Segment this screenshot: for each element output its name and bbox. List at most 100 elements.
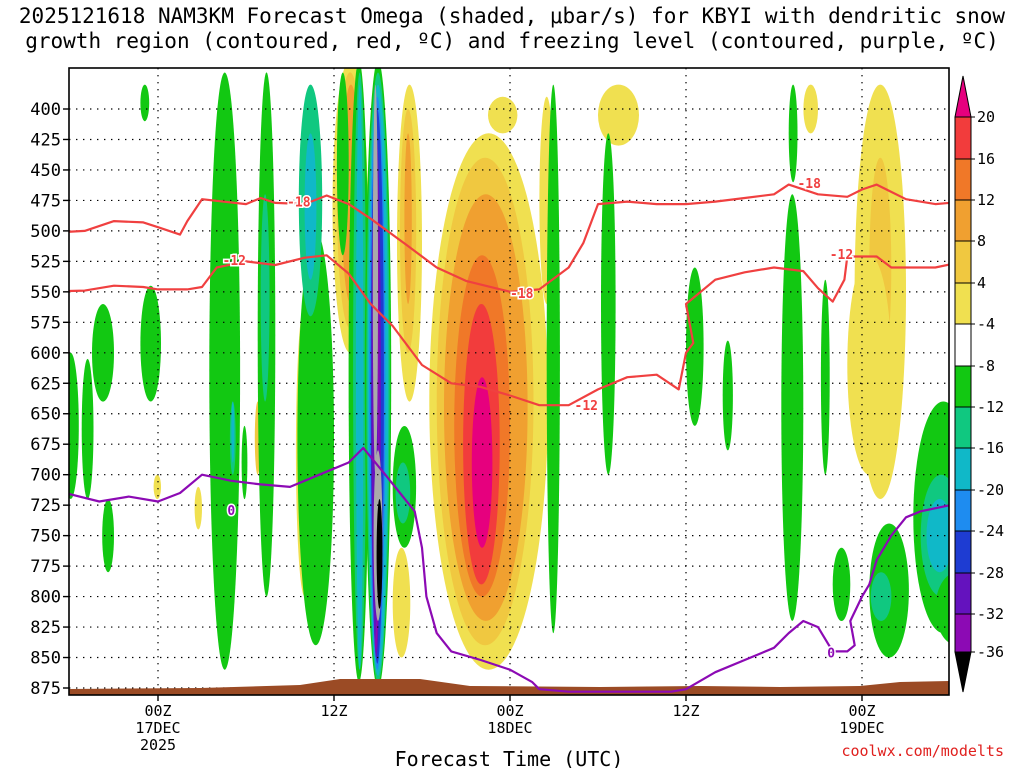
contour-label: -18 <box>287 195 311 210</box>
colorbar: 20 16 12 8 4 -4 -8 -12 -16 -20 -24 -28 -32 -36 <box>954 75 1004 693</box>
contour-label: 0 <box>827 646 835 661</box>
colorbar-bin <box>954 199 972 242</box>
colorbar-label: -16 <box>977 439 1004 457</box>
colorbar-label: -12 <box>977 398 1004 416</box>
colorbar-label: 4 <box>977 274 986 292</box>
omega-shade <box>376 499 383 609</box>
contour-label: -18 <box>510 287 534 302</box>
colorbar-bin <box>954 158 972 201</box>
y-tick-label: 400 <box>30 100 61 120</box>
omega-shade <box>392 547 411 658</box>
colorbar-label: -32 <box>977 605 1004 623</box>
y-tick-label: 800 <box>30 588 61 608</box>
y-tick-label: 700 <box>30 466 61 486</box>
omega-shade <box>260 194 270 402</box>
y-tick-label: 675 <box>30 435 61 455</box>
colorbar-bin <box>954 572 972 615</box>
plot-frame <box>68 67 950 696</box>
y-tick-label: 625 <box>30 374 61 394</box>
colorbar-bin <box>954 282 972 325</box>
omega-shade <box>92 304 114 402</box>
colorbar-label: -36 <box>977 643 1004 661</box>
chart-title-line2: growth region (contoured, red, ºC) and f… <box>25 29 999 53</box>
omega-shading-layer <box>69 68 949 688</box>
y-tick-label: 875 <box>30 679 61 699</box>
y-tick-label: 750 <box>30 527 61 547</box>
colorbar-label: -28 <box>977 564 1004 582</box>
omega-shade <box>209 72 241 670</box>
colorbar-label: 16 <box>977 150 995 168</box>
omega-shade <box>81 358 94 500</box>
omega-shade <box>69 352 79 499</box>
omega-shade <box>395 462 411 524</box>
omega-shade <box>471 377 493 548</box>
x-tick-label: 19DEC <box>839 719 884 737</box>
y-tick-label: 575 <box>30 313 61 333</box>
x-tick-label: 17DEC <box>135 719 180 737</box>
contour--12c-dendritic-bottom <box>69 254 949 407</box>
colorbar-bin <box>954 240 972 284</box>
contour-label: 0 <box>227 504 235 519</box>
contour-label: -12 <box>830 248 853 263</box>
y-tick-label: 550 <box>30 283 61 303</box>
contour-0c-freezing-level <box>69 446 949 693</box>
x-tick-label: 00Z <box>848 702 875 720</box>
y-tick-label: 425 <box>30 130 61 150</box>
omega-shade <box>336 72 349 256</box>
contour-layer: -18 -12 -18 -12 -18 -12 0 0 <box>69 176 949 693</box>
contour-label: -12 <box>575 399 598 414</box>
omega-shade <box>241 425 248 500</box>
omega-shade <box>194 486 202 530</box>
colorbar-bin <box>954 613 972 653</box>
y-tick-label: 775 <box>30 557 61 577</box>
omega-shade <box>820 279 830 475</box>
y-tick-label: 650 <box>30 405 61 425</box>
x-tick-label: 2025 <box>140 736 176 754</box>
contour-label: -12 <box>223 254 246 269</box>
omega-shade <box>546 84 560 634</box>
x-tick-label: 00Z <box>144 702 171 720</box>
colorbar-bin <box>954 75 972 118</box>
omega-shade <box>788 84 798 183</box>
colorbar-bin <box>954 365 972 408</box>
omega-shade <box>832 547 851 622</box>
omega-shade <box>803 84 818 134</box>
omega-shade <box>153 474 161 500</box>
omega-shade <box>488 96 518 134</box>
y-tick-label: 725 <box>30 496 61 516</box>
colorbar-bin <box>954 530 972 574</box>
colorbar-bin <box>954 651 972 693</box>
omega-shade <box>847 255 892 475</box>
omega-shade <box>231 401 235 463</box>
omega-shade <box>935 574 949 643</box>
chart-title-line1: 2025121618 NAM3KM Forecast Omega (shaded… <box>18 4 1006 28</box>
omega-shade <box>601 133 616 475</box>
omega-shade <box>140 285 161 402</box>
x-tick-label: 12Z <box>672 702 699 720</box>
contour--18c-dendritic-top <box>69 183 949 293</box>
y-tick-label: 475 <box>30 191 61 211</box>
colorbar-bin <box>954 447 972 491</box>
site-credit: coolwx.com/modelts <box>841 742 1004 760</box>
x-tick-label: 12Z <box>320 702 347 720</box>
colorbar-label: -20 <box>977 481 1004 499</box>
contour-label: -18 <box>797 177 821 192</box>
colorbar-label: -4 <box>977 315 995 333</box>
axes-layer: 400 425 450 475 500 525 550 575 600 625 650 675 700 7… <box>30 67 950 754</box>
omega-shade <box>297 230 335 646</box>
y-tick-label: 600 <box>30 344 61 364</box>
omega-shade <box>598 84 639 146</box>
terrain-ground <box>69 679 949 695</box>
omega-shade <box>722 340 733 451</box>
y-tick-label: 850 <box>30 649 61 669</box>
x-axis-label: Forecast Time (UTC) <box>395 747 624 768</box>
y-tick-label: 825 <box>30 618 61 638</box>
x-tick-label: 18DEC <box>487 719 532 737</box>
colorbar-label: -8 <box>977 357 995 375</box>
y-tick-label: 450 <box>30 161 61 181</box>
colorbar-bin <box>954 489 972 532</box>
omega-shade <box>140 84 150 122</box>
colorbar-label: 20 <box>977 108 995 126</box>
colorbar-bin <box>954 323 972 367</box>
